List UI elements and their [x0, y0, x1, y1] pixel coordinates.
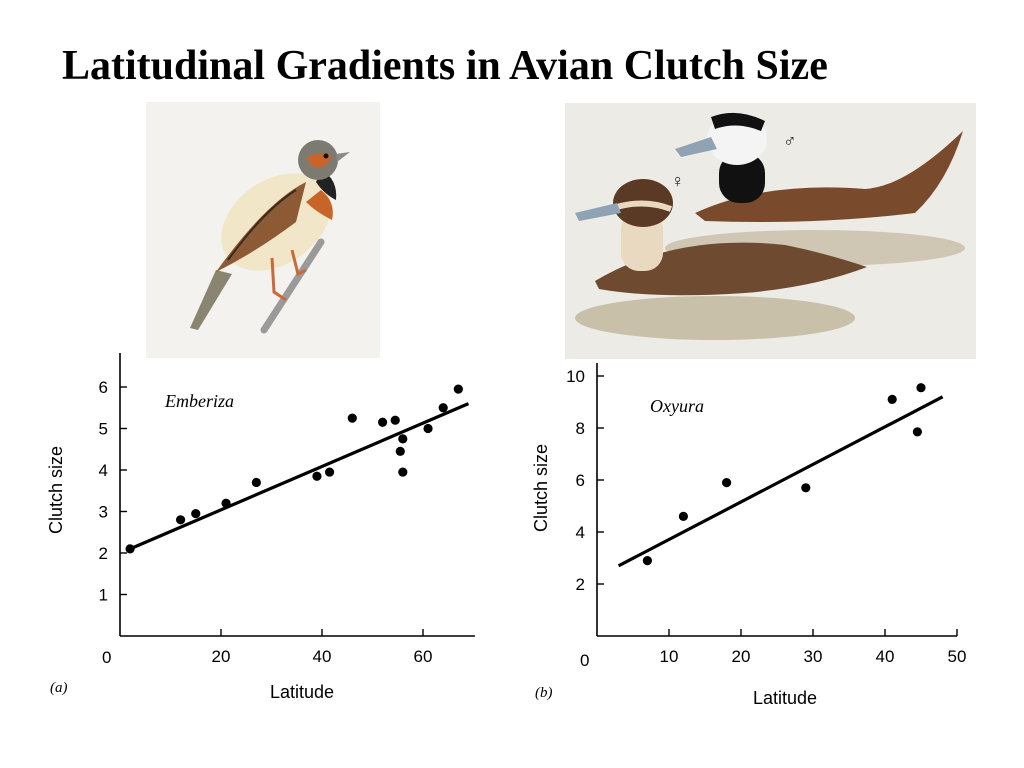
- x-tick-label: 10: [660, 647, 679, 666]
- bunting-leg: [270, 257, 287, 302]
- x-tick-label: 60: [414, 647, 433, 666]
- data-point: [312, 471, 322, 481]
- species-annotation: Oxyura: [650, 396, 704, 416]
- bunting-beak: [336, 152, 350, 162]
- origin-label: 0: [580, 651, 589, 670]
- chart-emberiza: 1 2 3 4 5 6 20 40 60 0 Latitude Clutch size (a) Ember…: [46, 353, 475, 702]
- female-duck-bill: [575, 203, 621, 221]
- data-point: [722, 478, 732, 488]
- x-tick-label: 40: [313, 647, 332, 666]
- x-tick-label: 40: [876, 647, 895, 666]
- male-duck-body: [695, 131, 963, 222]
- y-tick-label: 5: [99, 420, 108, 439]
- bunting-leg-2: [290, 249, 307, 277]
- male-symbol: ♂: [783, 131, 797, 151]
- data-point: [678, 511, 688, 521]
- y-axis-label: Clutch size: [46, 446, 66, 534]
- y-tick-label: 4: [99, 461, 108, 480]
- y-tick-label: 6: [99, 378, 108, 397]
- bunting-drawing: [190, 140, 350, 334]
- y-tick-label: 2: [576, 575, 585, 594]
- data-point: [453, 384, 463, 394]
- duck-illustration: ♂ ♀: [565, 103, 976, 359]
- data-point: [438, 403, 448, 413]
- x-axis-label: Latitude: [753, 688, 817, 708]
- data-point: [176, 515, 186, 525]
- slide-title: Latitudinal Gradients in Avian Clutch Si…: [62, 43, 828, 89]
- data-point: [324, 467, 335, 477]
- data-point: [887, 394, 897, 404]
- x-tick-label: 50: [948, 647, 967, 666]
- x-tick-label: 30: [804, 647, 823, 666]
- data-point: [801, 483, 811, 493]
- y-tick-label: 8: [576, 419, 585, 438]
- panel-label: (b): [535, 685, 553, 701]
- y-tick-label: 3: [99, 503, 108, 522]
- data-point: [423, 423, 433, 434]
- data-point: [347, 413, 357, 423]
- bunting-tail: [190, 270, 232, 330]
- bunting-wing: [216, 182, 306, 272]
- female-duck-neck: [621, 211, 663, 271]
- y-tick-label: 1: [99, 586, 108, 605]
- bunting-illustration: [146, 102, 380, 358]
- wing-streak: [227, 189, 297, 261]
- duck-drawing: ♂ ♀: [575, 112, 965, 340]
- y-tick-label: 4: [576, 523, 585, 542]
- data-point: [221, 498, 231, 508]
- y-tick-label: 6: [576, 471, 585, 490]
- x-axis-label: Latitude: [270, 682, 334, 702]
- data-point: [390, 415, 400, 425]
- female-reflection: [575, 296, 855, 340]
- data-point: [912, 427, 922, 437]
- data-point: [251, 477, 261, 488]
- y-tick-label: 10: [566, 367, 585, 386]
- male-duck-neck: [719, 153, 765, 203]
- data-point: [125, 544, 135, 554]
- chart-oxyura: 2 4 6 8 10 10 20 30 40 50 0 Latitude Clutch size (b) O…: [531, 363, 967, 708]
- female-duck-body: [595, 242, 867, 296]
- data-point: [398, 434, 408, 444]
- bunting-eye: [323, 153, 329, 159]
- species-annotation: Emberiza: [164, 391, 234, 411]
- perch-branch: [260, 238, 325, 334]
- data-point: [642, 556, 652, 566]
- panel-label: (a): [50, 680, 68, 696]
- female-symbol: ♀: [671, 171, 685, 191]
- female-face-stripe: [616, 200, 673, 212]
- x-tick-label: 20: [212, 647, 231, 666]
- male-duck-cap: [711, 112, 765, 131]
- trend-line: [617, 395, 944, 568]
- data-point: [398, 467, 408, 477]
- data-point: [191, 508, 201, 519]
- x-tick-label: 20: [732, 647, 751, 666]
- y-tick-label: 2: [99, 544, 108, 563]
- y-axis-label: Clutch size: [531, 444, 551, 532]
- trend-line: [129, 402, 470, 551]
- breast-band: [306, 190, 333, 220]
- male-duck-bill: [675, 137, 717, 157]
- data-point: [395, 446, 405, 456]
- data-point: [378, 417, 388, 427]
- origin-label: 0: [102, 648, 111, 667]
- data-point: [916, 383, 926, 393]
